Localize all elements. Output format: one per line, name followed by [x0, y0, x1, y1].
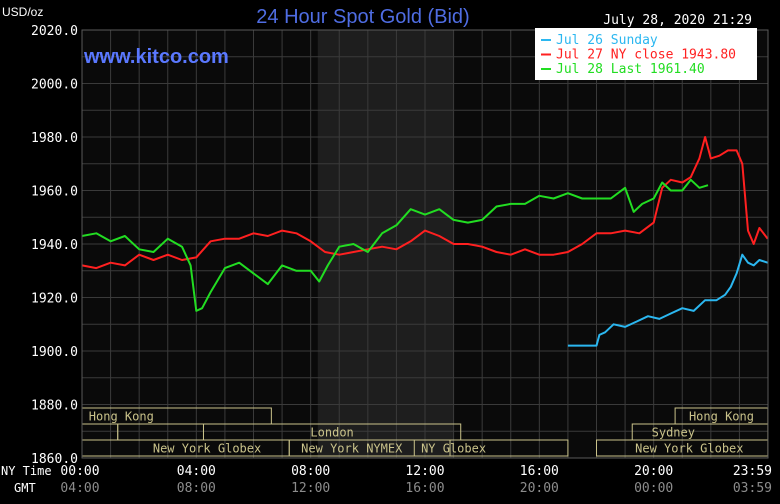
session-label: NY Globex: [421, 442, 486, 456]
series-line: [81, 136, 769, 270]
gmt-tick-label: 16:00: [405, 481, 444, 496]
y-axis-ticks: 2020.0 2000.0 1980.0 1960.0 1940.0 1920.0 1900…: [31, 24, 78, 467]
x-tick-label: 16:00: [520, 464, 559, 479]
legend-box: [535, 28, 757, 80]
session-label: Hong Kong: [89, 410, 154, 424]
session-bar: [288, 439, 451, 457]
gmt-axis-ticks: 04:00 08:00 12:00 16:00 20:00 00:00 03:59: [60, 481, 772, 496]
gmt-tick-label: 04:00: [60, 481, 99, 496]
datetime-label: July 28, 2020 21:29: [603, 13, 752, 28]
y-tick-label: 1960.0: [31, 185, 78, 200]
session-label: Sydney: [652, 426, 695, 440]
gmt-label: GMT: [14, 481, 36, 495]
chart-title: 24 Hour Spot Gold (Bid): [256, 6, 469, 28]
gmt-tick-label: 08:00: [177, 481, 216, 496]
plot-border: [81, 29, 769, 459]
market-sessions: Hong Kong London New York Globex New York N…: [81, 407, 769, 457]
grid-lines: [82, 29, 768, 459]
gmt-tick-label: 12:00: [291, 481, 330, 496]
x-tick-label: 00:00: [60, 464, 99, 479]
gmt-tick-label: 20:00: [520, 481, 559, 496]
ny-time-label: NY Time: [1, 464, 52, 478]
price-series: [81, 136, 769, 347]
x-tick-label: 20:00: [634, 464, 673, 479]
session-label: Hong Kong: [689, 410, 754, 424]
y-tick-label: 1900.0: [31, 345, 78, 360]
y-tick-label: 1940.0: [31, 238, 78, 253]
x-tick-label: 04:00: [177, 464, 216, 479]
x-axis-ticks: 00:00 04:00 08:00 12:00 16:00 20:00 23:59: [60, 464, 772, 479]
unit-label: USD/oz: [2, 5, 43, 19]
y-tick-label: 1920.0: [31, 292, 78, 307]
session-label: New York Globex: [635, 442, 743, 456]
gmt-tick-label: 03:59: [733, 481, 772, 496]
legend-entry: Jul 27 NY close 1943.80: [556, 48, 736, 63]
session-label: New York Globex: [153, 442, 261, 456]
x-tick-label: 12:00: [405, 464, 444, 479]
website-watermark[interactable]: www.kitco.com: [83, 46, 229, 68]
series-line: [567, 253, 769, 347]
x-tick-label: 23:59: [733, 464, 772, 479]
y-tick-label: 1860.0: [31, 452, 78, 467]
session-label: London: [310, 426, 353, 440]
x-tick-label: 08:00: [291, 464, 330, 479]
y-tick-label: 2020.0: [31, 24, 78, 39]
gmt-tick-label: 00:00: [634, 481, 673, 496]
session-bar: [413, 439, 569, 457]
session-label: New York NYMEX: [301, 442, 403, 456]
series-line: [81, 178, 709, 312]
legend-entry: Jul 26 Sunday: [556, 33, 658, 48]
y-tick-label: 1880.0: [31, 399, 78, 414]
y-tick-label: 1980.0: [31, 131, 78, 146]
legend-entry: Jul 28 Last 1961.40: [556, 62, 705, 77]
y-tick-label: 2000.0: [31, 78, 78, 93]
